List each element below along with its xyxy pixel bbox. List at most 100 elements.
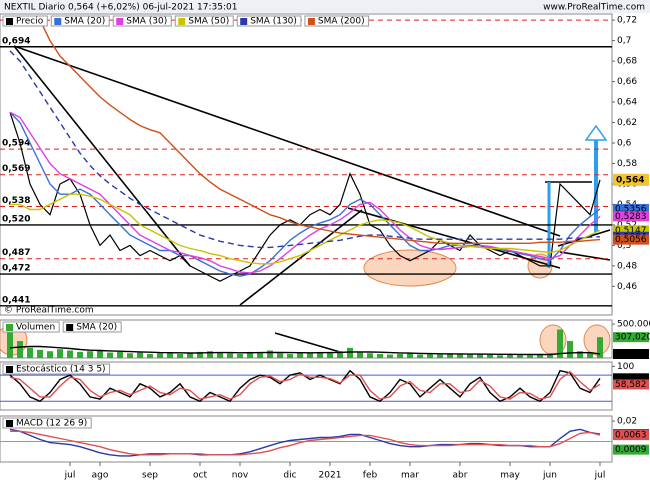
volume-bar: [127, 353, 133, 358]
legend-box: [174, 15, 234, 27]
legend-swatch: [6, 420, 13, 427]
x-tick-label: may: [500, 471, 520, 481]
volume-bar: [67, 350, 73, 358]
volume-bar: [527, 355, 533, 358]
last-value-label: 58,582: [615, 380, 647, 390]
volume-bar: [377, 353, 383, 358]
level-label: 0,569: [2, 164, 30, 174]
y-tick-label: 100: [617, 362, 634, 372]
x-tick-label: jul: [64, 471, 76, 481]
trend-line: [13, 45, 191, 267]
volume-bar: [447, 353, 453, 358]
volume-bar: [287, 353, 293, 358]
last-value-box: [613, 225, 649, 236]
volume-bar: [147, 353, 153, 358]
y-tick-label: 0,66: [617, 77, 637, 87]
volume-bar: [307, 353, 313, 358]
volume-bar: [97, 349, 103, 358]
legend-box: [62, 321, 122, 333]
volume-bar: [77, 351, 83, 358]
volume-bar: [347, 347, 353, 358]
highlight-ellipse: [363, 249, 457, 287]
y-tick-label: 0,62: [617, 118, 637, 128]
volume-bar: [567, 341, 573, 358]
legend-label: SMA (20): [76, 323, 117, 333]
volume-bar: [197, 351, 203, 358]
level-label: 0,472: [2, 264, 30, 274]
volume-bar: [157, 353, 163, 358]
legend-label: SMA (20): [64, 17, 105, 27]
last-value-label: 72,633: [615, 374, 647, 384]
legend-label: SMA (50): [188, 17, 229, 27]
last-value-box: [613, 430, 649, 441]
volume-bar: [577, 351, 583, 358]
volume-bar: [237, 353, 243, 358]
trend-line: [239, 209, 363, 306]
level-label: 0,694: [2, 36, 30, 46]
y-tick-label: 0,6: [617, 139, 632, 149]
volume-bar: [117, 351, 123, 358]
volume-bar: [537, 353, 543, 358]
volume-bar: [277, 353, 283, 358]
volume-bar: [427, 353, 433, 358]
last-price-box: [613, 173, 649, 186]
x-tick-label: sep: [142, 471, 158, 481]
last-value-box: [613, 349, 649, 360]
volume-bar: [167, 352, 173, 358]
last-value-label: 0,5147: [615, 226, 647, 236]
y-tick-label: 0,46: [617, 282, 637, 292]
volume-bar: [317, 351, 323, 358]
legend-box: [236, 15, 302, 27]
volume-bar: [207, 351, 213, 358]
volume-bar: [487, 354, 493, 358]
header-site: www.ProRealTime.com: [543, 3, 645, 13]
y-tick-label: 0,64: [617, 98, 637, 108]
price-panel: [0, 13, 613, 316]
series-line: [10, 193, 601, 265]
volume-bar: [387, 354, 393, 358]
legend-label: SMA (30): [126, 17, 167, 27]
volume-bar: [267, 350, 273, 358]
series-line: [9, 50, 601, 249]
volume-bar: [457, 353, 463, 358]
legend-swatch: [6, 324, 13, 331]
volume-bar: [7, 330, 13, 358]
legend-swatch: [178, 18, 186, 25]
trend-line: [349, 162, 561, 237]
series-line: [9, 428, 601, 457]
volume-bar: [227, 353, 233, 358]
x-tick-label: abr: [453, 471, 468, 481]
volume-bar: [17, 341, 23, 358]
x-tick-label: jun: [542, 471, 557, 481]
legend-swatch: [54, 18, 62, 25]
y-tick-label: 0,7: [617, 36, 631, 46]
volume-bar: [177, 353, 183, 358]
legend-swatch: [6, 18, 13, 25]
last-value-box: [613, 234, 649, 245]
level-label: 0,538: [2, 196, 30, 206]
y-tick-label: 0,72: [617, 16, 637, 26]
series-line: [9, 111, 601, 277]
legend-label: SMA (130): [250, 17, 297, 27]
legend-label: Precio: [16, 17, 44, 27]
volume-bar: [327, 352, 333, 358]
volume-bar: [137, 352, 143, 358]
volume-bar: [297, 352, 303, 358]
volume-bar: [597, 337, 603, 358]
volume-bar: [507, 353, 513, 358]
y-tick-label: 0,68: [617, 57, 637, 67]
volume-bar: [257, 352, 263, 358]
legend-box: [2, 321, 60, 333]
series-line: [9, 345, 601, 356]
legend-label: MACD (12 26 9): [16, 419, 87, 429]
volume-bar: [547, 353, 553, 358]
volume-bar: [247, 351, 253, 358]
legend-box: [2, 417, 92, 429]
last-value-label: 58,792: [615, 350, 647, 360]
trend-line: [559, 251, 611, 261]
watermark: © ProRealTime.com: [4, 306, 94, 316]
volume-bar: [57, 349, 63, 358]
legend-label: SMA (200): [318, 17, 365, 27]
y-tick-label: 500.000: [617, 320, 650, 330]
